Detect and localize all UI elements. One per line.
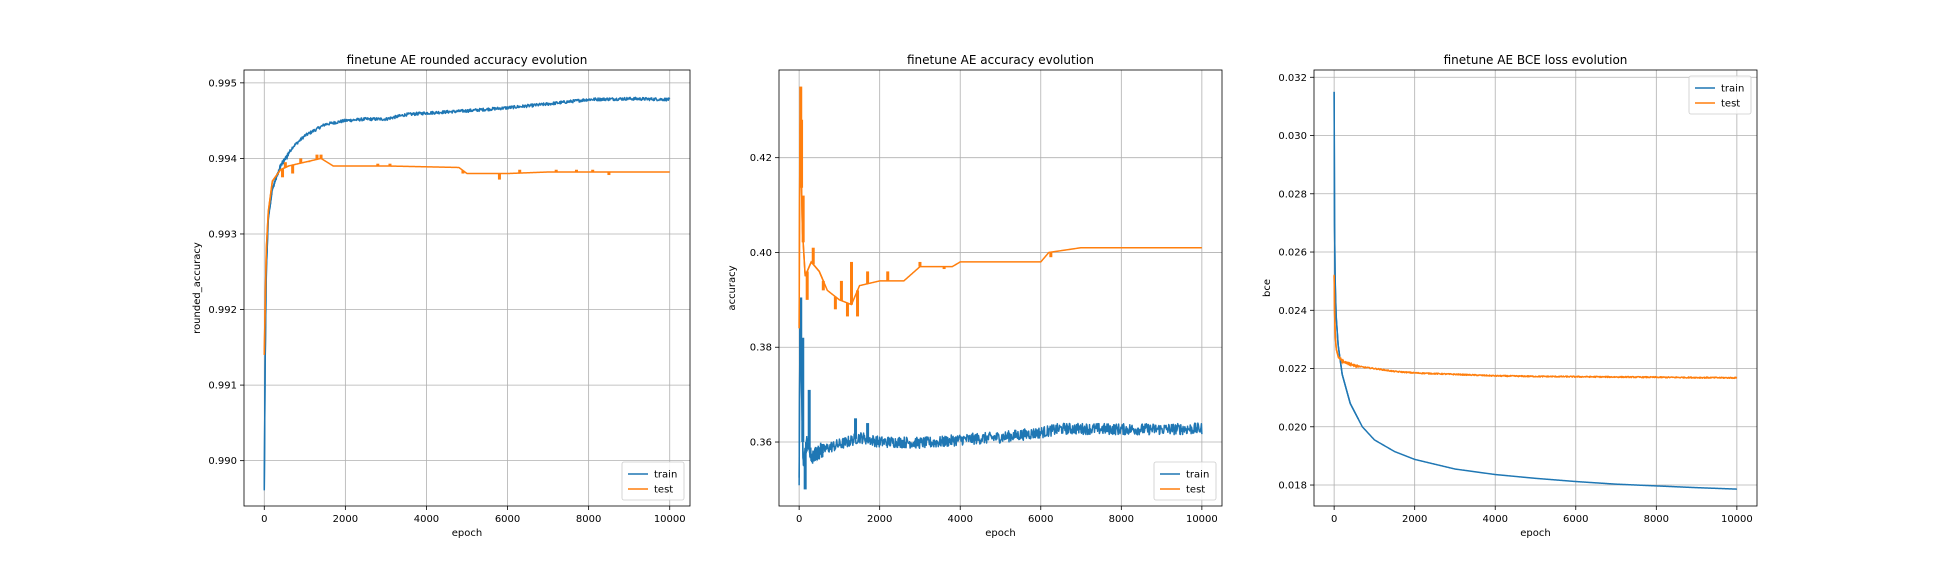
x-tick-label: 6000: [495, 514, 520, 525]
legend: train test: [621, 461, 685, 501]
series-line: [1333, 91, 1738, 490]
x-tick-label: 8000: [576, 514, 601, 525]
x-tick-label: 0: [261, 514, 267, 525]
legend-label: test: [1186, 485, 1205, 496]
x-tick-label: 8000: [1109, 514, 1134, 525]
y-tick-label: 0.024: [1278, 306, 1307, 317]
y-tick-label: 0.032: [1278, 73, 1307, 84]
y-tick-label: 0.36: [750, 438, 772, 449]
legend-label: train: [1721, 84, 1744, 95]
series-test: [798, 86, 1203, 329]
y-tick-label: 0.995: [208, 78, 237, 89]
y-tick-label: 0.38: [750, 343, 772, 354]
series-line: [1333, 274, 1738, 380]
y-axis-label: rounded_accuracy: [192, 242, 203, 334]
x-tick-label: 0: [796, 514, 802, 525]
x-tick-label: 2000: [333, 514, 358, 525]
x-tick-label: 10000: [654, 514, 686, 525]
chart-title: finetune AE rounded accuracy evolution: [347, 53, 588, 67]
y-tick-label: 0.991: [208, 381, 237, 392]
y-tick-label: 0.026: [1278, 248, 1307, 259]
legend-box: [1688, 75, 1752, 115]
plot-frame: [1313, 69, 1758, 507]
chart-2: 0 2000 4000 6000 8000 10000 0.36 0.38 0.40 0.42 fi…: [727, 53, 1223, 539]
y-tick-label: 0.990: [208, 456, 237, 467]
series-line: [263, 157, 671, 355]
x-axis-label: epoch: [1520, 528, 1550, 539]
series-test: [1333, 274, 1738, 380]
legend-label: test: [654, 485, 673, 496]
x-tick-label: 6000: [1563, 514, 1588, 525]
x-tick-label: 2000: [867, 514, 892, 525]
series-line: [263, 96, 671, 491]
x-axis-label: epoch: [985, 528, 1015, 539]
y-tick-label: 0.030: [1278, 131, 1307, 142]
legend: train test: [1688, 75, 1752, 115]
y-tick-label: 0.020: [1278, 422, 1307, 433]
x-tick-label: 10000: [1186, 514, 1218, 525]
y-axis-label: accuracy: [727, 265, 738, 310]
series-line-early: [1333, 91, 1359, 420]
y-axis-label: bce: [1262, 279, 1273, 297]
y-tick-label: 0.40: [750, 248, 772, 259]
series-line-early: [798, 328, 825, 478]
x-tick-label: 0: [1331, 514, 1337, 525]
legend-label: train: [1186, 470, 1209, 481]
legend-box: [1153, 461, 1217, 501]
x-tick-label: 10000: [1721, 514, 1753, 525]
chart-1: 0 2000 4000 6000 8000 10000 0.990 0.991 0.992 0.9…: [192, 53, 691, 539]
y-tick-label: 0.994: [208, 154, 237, 165]
x-tick-label: 8000: [1644, 514, 1669, 525]
series-train: [1333, 91, 1738, 490]
y-tick-label: 0.022: [1278, 364, 1307, 375]
series-line-early: [263, 165, 289, 355]
x-tick-label: 4000: [1483, 514, 1508, 525]
x-axis-label: epoch: [452, 528, 482, 539]
chart-3: 0 2000 4000 6000 8000 10000 0.018 0.020 0.022 0.0…: [1262, 53, 1758, 539]
x-tick-label: 4000: [948, 514, 973, 525]
series-train: [798, 297, 1203, 490]
y-tick-label: 0.028: [1278, 189, 1307, 200]
chart-title: finetune AE BCE loss evolution: [1444, 53, 1628, 67]
x-tick-label: 2000: [1402, 514, 1427, 525]
y-tick-label: 0.42: [750, 153, 772, 164]
plot-frame: [243, 69, 691, 507]
legend-label: train: [654, 470, 677, 481]
series-line-early: [1333, 275, 1360, 369]
plot-frame: [778, 69, 1223, 507]
legend: train test: [1153, 461, 1217, 501]
x-tick-label: 6000: [1028, 514, 1053, 525]
chart-title: finetune AE accuracy evolution: [907, 53, 1094, 67]
series-line: [798, 111, 1203, 329]
y-tick-label: 0.992: [208, 305, 237, 316]
series-test: [263, 154, 671, 355]
x-tick-label: 4000: [414, 514, 439, 525]
legend-label: test: [1721, 99, 1740, 110]
y-tick-label: 0.018: [1278, 481, 1307, 492]
legend-box: [621, 461, 685, 501]
y-tick-label: 0.993: [208, 229, 237, 240]
